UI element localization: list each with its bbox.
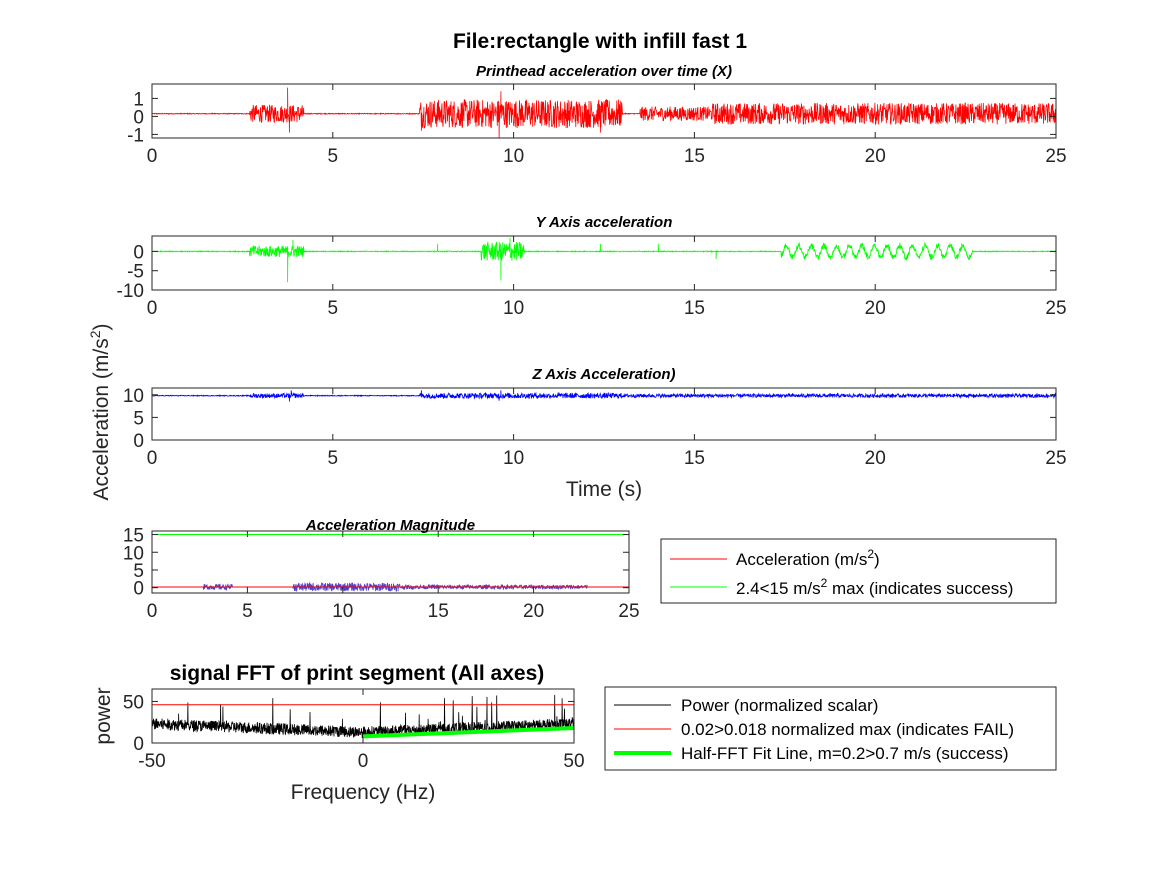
x-tick-label: 10 xyxy=(503,298,524,319)
x-tick-label: 0 xyxy=(147,601,158,622)
axes-frame xyxy=(151,235,1057,291)
y-tick-label: 1 xyxy=(133,89,144,110)
x-tick-label: 15 xyxy=(684,298,705,319)
y-axis-label: power xyxy=(92,687,115,744)
y-tick-label: -1 xyxy=(127,125,144,146)
magnitude-legend: Acceleration (m/s2) 2.4<15 m/s2 max (ind… xyxy=(660,538,1057,604)
y-tick-label: 5 xyxy=(133,561,144,582)
y-tick-label: -10 xyxy=(117,281,144,302)
axes-title: Y Axis acceleration xyxy=(536,214,673,231)
legend-label-fail-threshold: 0.02>0.018 normalized max (indicates FAI… xyxy=(681,720,1014,739)
y-tick-label: 10 xyxy=(123,543,144,564)
series-line xyxy=(151,390,1057,402)
y-tick-label: 10 xyxy=(123,386,144,407)
x-tick-label: 15 xyxy=(684,448,705,469)
y-tick-label: 0 xyxy=(133,431,144,452)
x-tick-label: 25 xyxy=(1045,298,1066,319)
x-tick-label: 25 xyxy=(618,601,639,622)
axes-frame xyxy=(151,387,1057,441)
x-tick-label: 20 xyxy=(865,448,886,469)
axes-title: Printhead acceleration over time (X) xyxy=(476,63,732,80)
legend-label-fit: Half-FFT Fit Line, m=0.2>0.7 m/s (succes… xyxy=(681,744,1009,763)
y-tick-label: 15 xyxy=(123,526,144,547)
legend-label-threshold: 2.4<15 m/s2 max (indicates success) xyxy=(736,576,1013,598)
x-axis-label: Time (s) xyxy=(566,478,642,501)
x-tick-label: 25 xyxy=(1045,448,1066,469)
plot-area xyxy=(152,531,629,593)
plot-area xyxy=(152,236,1056,290)
fft-legend: Power (normalized scalar) 0.02>0.018 nor… xyxy=(604,686,1057,771)
x-tick-label: 25 xyxy=(1045,146,1066,167)
x-tick-label: 0 xyxy=(147,448,158,469)
axes-frame xyxy=(151,530,630,594)
x-tick-label: -50 xyxy=(138,751,165,772)
x-tick-label: 5 xyxy=(328,448,339,469)
y-acceleration-plot: 0 5 10 15 20 25 0-5-10 Y Axis acceleration xyxy=(117,214,1067,319)
x-tick-label: 20 xyxy=(523,601,544,622)
x-tick-label: 50 xyxy=(563,751,584,772)
x-tick-label: 10 xyxy=(332,601,353,622)
y-tick-label: 0 xyxy=(133,242,144,263)
x-tick-label: 5 xyxy=(328,146,339,167)
axes-title: Z Axis Acceleration) xyxy=(531,366,675,383)
magnitude-noise-line xyxy=(152,581,629,593)
y-tick-label: 50 xyxy=(123,692,144,713)
fft-legend-box xyxy=(604,686,1057,771)
y-tick-label: 5 xyxy=(133,408,144,429)
figure-title: File:rectangle with infill fast 1 xyxy=(453,30,747,53)
x-tick-label: 20 xyxy=(865,146,886,167)
x-tick-label: 5 xyxy=(328,298,339,319)
series-line xyxy=(151,237,1057,283)
magnitude-legend-box xyxy=(660,538,1057,604)
x-tick-label: 0 xyxy=(147,146,158,167)
x-tick-label: 0 xyxy=(358,751,369,772)
x-tick-label: 15 xyxy=(684,146,705,167)
shared-ylabel: Acceleration (m/s2) xyxy=(87,323,113,500)
series-line xyxy=(151,87,1057,139)
y-tick-label: 0 xyxy=(133,734,144,755)
x-tick-label: 10 xyxy=(503,448,524,469)
x-tick-label: 20 xyxy=(865,298,886,319)
y-tick-label: -5 xyxy=(127,262,144,283)
y-tick-label: 0 xyxy=(133,579,144,600)
x-tick-label: 15 xyxy=(428,601,449,622)
axes-title: Acceleration Magnitude xyxy=(305,517,475,534)
x-tick-label: 5 xyxy=(242,601,253,622)
x-axis-label: Frequency (Hz) xyxy=(291,781,436,804)
y-tick-label: 0 xyxy=(133,107,144,128)
x-tick-label: 0 xyxy=(147,298,158,319)
axes-frame xyxy=(151,83,1057,139)
x-tick-label: 10 xyxy=(503,146,524,167)
axes-title: signal FFT of print segment (All axes) xyxy=(170,662,545,685)
legend-label-acceleration: Acceleration (m/s2) xyxy=(736,547,880,569)
fit-line xyxy=(362,726,575,739)
legend-label-power: Power (normalized scalar) xyxy=(681,696,878,715)
